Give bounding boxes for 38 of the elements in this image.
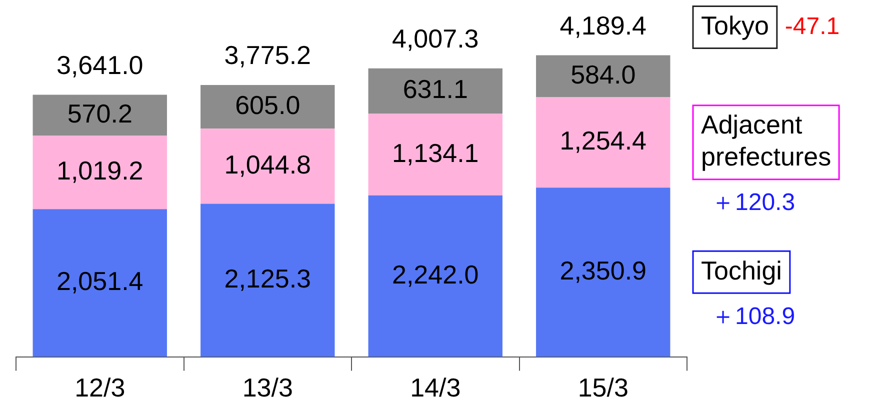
data-label: 1,019.2 <box>56 156 144 186</box>
x-tick-label: 12/3 <box>74 372 126 403</box>
data-label: 584.0 <box>570 59 636 90</box>
data-label: 2,125.3 <box>224 263 311 294</box>
total-label: 3,775.2 <box>224 40 311 70</box>
data-label: 1,044.8 <box>224 149 311 180</box>
total-label: 3,641.0 <box>56 50 144 80</box>
data-label: 1,134.1 <box>392 138 479 168</box>
data-label: 1,254.4 <box>560 126 646 156</box>
bar <box>200 204 335 357</box>
data-label: 2,242.0 <box>392 259 479 290</box>
bar <box>32 209 167 357</box>
bar <box>536 97 670 188</box>
x-tick-label: 13/3 <box>242 372 293 403</box>
x-tick-label: 14/3 <box>410 372 461 403</box>
bar <box>32 136 167 210</box>
bar <box>200 85 335 129</box>
bar <box>32 94 167 136</box>
text: ＋108.9 <box>711 302 796 330</box>
data-label: 605.0 <box>235 90 300 120</box>
data-label: 631.1 <box>402 74 468 104</box>
total-label: 4,189.4 <box>560 10 646 40</box>
series-label: Adjacent prefectures <box>701 110 832 172</box>
bar <box>536 188 670 357</box>
bar <box>536 55 670 98</box>
x-tick-label: 15/3 <box>578 372 628 403</box>
bar <box>200 128 335 204</box>
data-label: 2,350.9 <box>560 255 646 286</box>
data-label: 570.2 <box>67 98 132 128</box>
bar <box>368 114 502 196</box>
data-label: 2,051.4 <box>56 266 144 296</box>
text: -47.1 <box>784 12 840 40</box>
series-label: Tokyo <box>701 10 769 40</box>
bar <box>368 68 502 114</box>
total-label: 4,007.3 <box>392 24 479 54</box>
bar <box>368 195 502 357</box>
text: ＋120.3 <box>711 189 796 216</box>
series-label: Tochigi <box>701 255 782 286</box>
